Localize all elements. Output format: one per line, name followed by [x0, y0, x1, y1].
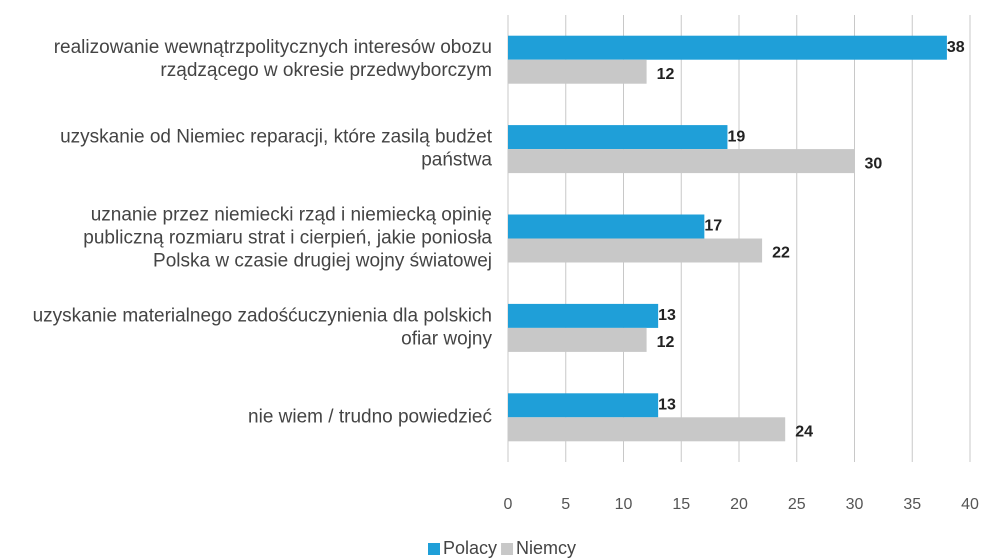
value-label: 13 [658, 307, 676, 324]
value-label: 17 [704, 218, 722, 235]
value-label: 38 [947, 39, 965, 56]
bar [508, 417, 786, 442]
x-tick-label: 40 [961, 496, 979, 513]
bar [508, 393, 659, 418]
category-label: uzyskanie od Niemiec reparacji, które za… [60, 127, 493, 171]
x-tick-label: 15 [672, 496, 690, 513]
bar [508, 303, 659, 328]
x-tick-label: 10 [615, 496, 633, 513]
x-tick-label: 30 [846, 496, 864, 513]
x-tick-label: 20 [730, 496, 748, 513]
bar [508, 35, 947, 60]
legend-label: Niemcy [516, 538, 576, 558]
legend: Polacy Niemcy [428, 538, 576, 558]
legend-label: Polacy [443, 538, 497, 558]
x-tick-label: 35 [903, 496, 921, 513]
bar [508, 238, 763, 263]
bar [508, 214, 705, 239]
value-label: 30 [865, 155, 883, 172]
bar [508, 125, 728, 150]
legend-swatch [501, 543, 514, 555]
value-label: 13 [658, 397, 676, 414]
x-tick-label: 25 [788, 496, 806, 513]
value-label: 12 [657, 66, 675, 83]
value-label: 22 [772, 245, 790, 262]
value-label: 12 [657, 334, 675, 351]
value-label: 19 [727, 128, 745, 145]
category-label: uzyskanie materialnego zadośćuczynienia … [33, 305, 493, 349]
bar [508, 59, 647, 84]
value-label: 24 [795, 424, 813, 441]
category-label: realizowanie wewnątrzpolitycznych intere… [54, 37, 492, 81]
legend-swatch [428, 543, 440, 555]
x-tick-label: 0 [504, 496, 513, 513]
x-tick-label: 5 [561, 496, 570, 513]
category-label: uznanie przez niemiecki rząd i niemiecką… [83, 205, 492, 272]
bar [508, 149, 855, 174]
category-label: nie wiem / trudno powiedzieć [248, 406, 492, 427]
bar [508, 327, 647, 352]
